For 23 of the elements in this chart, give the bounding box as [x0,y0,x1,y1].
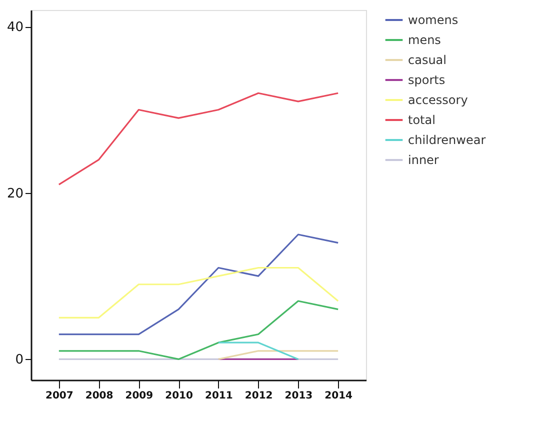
x-tick-label: 2014 [324,390,353,402]
line-series [58,234,339,336]
x-tick-label: 2008 [85,390,114,402]
x-tick-label: 2011 [205,390,233,402]
legend-label: womens [408,13,458,27]
legend-label: accessory [408,93,468,107]
legend-label: mens [408,33,441,47]
legend-label: inner [408,153,439,167]
y-tick-label: 20 [6,186,24,202]
y-tick-label: 40 [6,20,24,36]
x-tick-label: 2010 [165,390,194,402]
y-tick-label: 0 [15,352,24,368]
legend-label: sports [408,73,446,87]
legend-label: casual [408,53,446,67]
line-series [58,92,339,186]
x-tick-label: 2013 [284,390,313,402]
legend-label: childrenwear [408,133,486,147]
x-tick-label: 2012 [244,390,273,402]
line-series [58,266,339,318]
legend-label: total [408,113,436,127]
x-tick-label: 2009 [125,390,154,402]
x-tick-label: 2007 [45,390,74,402]
line-series [58,300,339,360]
